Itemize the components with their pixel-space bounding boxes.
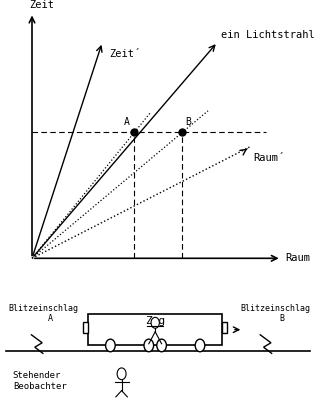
Text: Zug: Zug [145,316,165,326]
Bar [222,322,227,333]
Text: Blitzeinschlag
        A: Blitzeinschlag A [8,304,78,323]
Bar [88,314,222,345]
Text: Zeit´: Zeit´ [109,49,140,59]
Circle shape [144,339,154,352]
Text: Blitzeinschlag
        B: Blitzeinschlag B [240,304,310,323]
Circle shape [157,339,166,352]
Text: Raum: Raum [285,253,310,263]
Bar [83,322,88,333]
Text: B: B [186,117,191,127]
Text: Zeit: Zeit [29,0,54,10]
Circle shape [117,368,126,380]
Text: Stehender
Beobachter: Stehender Beobachter [13,371,67,391]
Text: ein Lichtstrahl: ein Lichtstrahl [221,30,315,40]
Circle shape [195,339,205,352]
Circle shape [106,339,115,352]
Text: A: A [124,117,129,127]
Text: Raum´: Raum´ [253,153,284,163]
Circle shape [151,318,159,328]
